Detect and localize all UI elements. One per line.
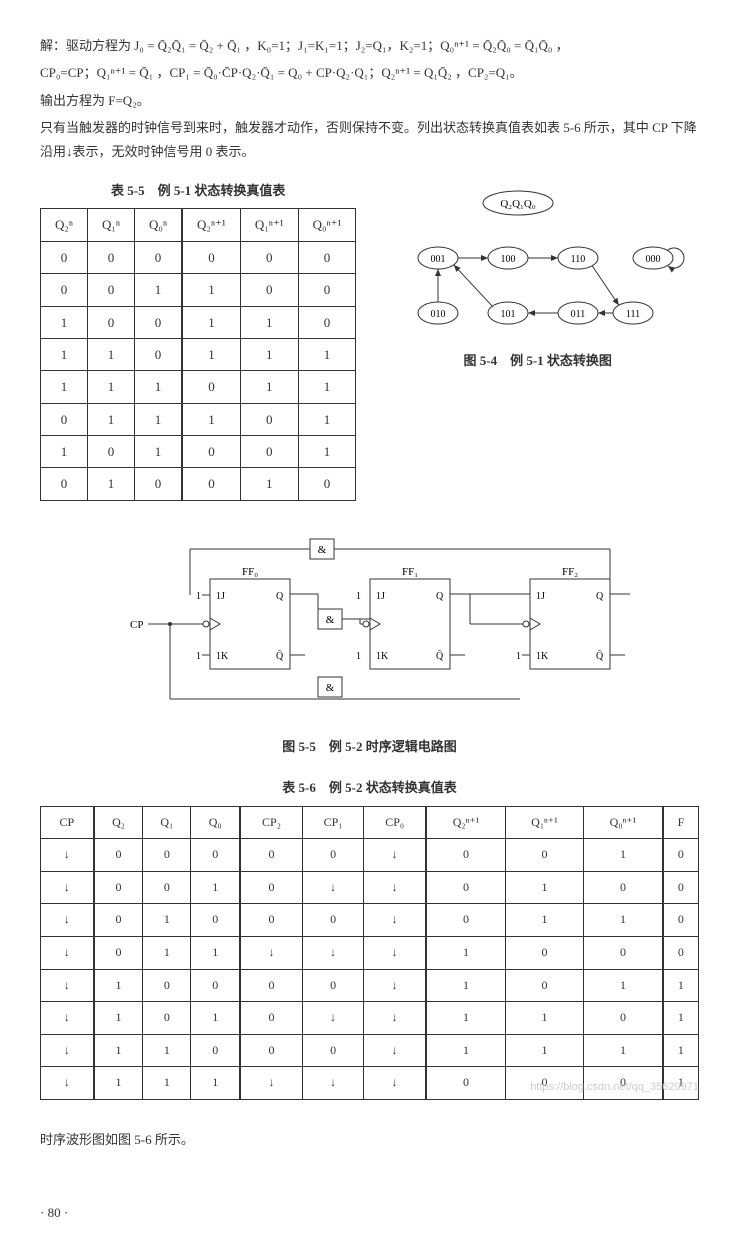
svg-text:010: 010 bbox=[430, 309, 445, 320]
table-row: 011101 bbox=[41, 403, 356, 435]
svg-text:100: 100 bbox=[500, 254, 515, 265]
table-header: Q₀ bbox=[191, 806, 240, 839]
table-row: 111011 bbox=[41, 371, 356, 403]
table-header: Q₁ⁿ bbox=[88, 209, 135, 241]
svg-text:1J: 1J bbox=[376, 591, 385, 602]
figure-5-4-caption: 图 5-4 例 5-1 状态转换图 bbox=[376, 349, 699, 372]
svg-text:FF₀: FF₀ bbox=[241, 566, 257, 578]
table-row: ↓011↓↓↓1000 bbox=[41, 937, 699, 970]
svg-text:Q̄: Q̄ bbox=[436, 650, 444, 662]
table-row: ↓01000↓0110 bbox=[41, 904, 699, 937]
svg-text:CP: CP bbox=[130, 619, 143, 631]
page-number: · 80 · bbox=[40, 1201, 699, 1224]
figure-5-4-block: Q₂Q₁Q₀ 001 100 110 010 101 011 111 000 图 5-4 例 5… bbox=[376, 173, 699, 378]
table-5-5-caption: 表 5-5 例 5-1 状态转换真值表 bbox=[40, 179, 356, 202]
svg-text:FF₂: FF₂ bbox=[561, 566, 577, 578]
svg-text:1K: 1K bbox=[216, 651, 229, 662]
table-header: Q₁ bbox=[143, 806, 191, 839]
footer-text: 时序波形图如图 5-6 所示。 bbox=[40, 1128, 699, 1151]
table-header: CP₂ bbox=[240, 806, 302, 839]
svg-text:1: 1 bbox=[356, 651, 361, 662]
table-row: 100110 bbox=[41, 306, 356, 338]
table-5-6-caption: 表 5-6 例 5-2 状态转换真值表 bbox=[40, 776, 699, 799]
figure-5-5-caption: 图 5-5 例 5-2 时序逻辑电路图 bbox=[40, 735, 699, 758]
table-row: ↓0010↓↓0100 bbox=[41, 871, 699, 904]
svg-text:Q₂Q₁Q₀: Q₂Q₁Q₀ bbox=[500, 198, 536, 210]
table-header: Q₁ⁿ⁺¹ bbox=[240, 209, 298, 241]
svg-text:1: 1 bbox=[516, 651, 521, 662]
svg-text:1: 1 bbox=[196, 591, 201, 602]
table-row: 001100 bbox=[41, 274, 356, 306]
svg-text:Q: Q bbox=[436, 591, 444, 602]
table-row: ↓1010↓↓1101 bbox=[41, 1002, 699, 1035]
table-header: CP₀ bbox=[364, 806, 426, 839]
svg-text:101: 101 bbox=[500, 309, 515, 320]
table-row: 110111 bbox=[41, 338, 356, 370]
svg-text:1: 1 bbox=[356, 591, 361, 602]
table-header: CP₁ bbox=[302, 806, 363, 839]
table-row: 000000 bbox=[41, 241, 356, 273]
table-header: Q₂ bbox=[94, 806, 143, 839]
watermark-text: https://blog.csdn.net/qq_35629971 bbox=[530, 1078, 699, 1098]
svg-text:1J: 1J bbox=[536, 591, 545, 602]
svg-text:1K: 1K bbox=[376, 651, 389, 662]
table-header: Q₂ⁿ bbox=[41, 209, 88, 241]
equation-line-2: CP₀=CP；Q₁ⁿ⁺¹ = Q̄₁ ，CP₁ = Q̄₀·C̄P·Q₂·Q̄₁… bbox=[40, 61, 699, 84]
table-row: ↓00000↓0010 bbox=[41, 839, 699, 872]
table-row: 010010 bbox=[41, 468, 356, 500]
svg-text:&: & bbox=[325, 682, 334, 694]
circuit-diagram: FF₀1J1KQQ̄FF₁1J1KQQ̄FF₂1J1KQQ̄CPF11&&&11… bbox=[110, 519, 630, 729]
svg-text:Q: Q bbox=[276, 591, 284, 602]
svg-text:001: 001 bbox=[430, 254, 445, 265]
figure-5-5-block: FF₀1J1KQQ̄FF₁1J1KQQ̄FF₂1J1KQQ̄CPF11&&&11… bbox=[40, 519, 699, 758]
table-header: Q₀ⁿ bbox=[135, 209, 183, 241]
svg-text:1J: 1J bbox=[216, 591, 225, 602]
table-row: ↓10000↓1011 bbox=[41, 969, 699, 1002]
svg-text:Q̄: Q̄ bbox=[276, 650, 284, 662]
paragraph-explanation: 只有当触发器的时钟信号到来时，触发器才动作，否则保持不变。列出状态转换真值表如表… bbox=[40, 116, 699, 163]
table-header: CP bbox=[41, 806, 94, 839]
table-5-5-block: 表 5-5 例 5-1 状态转换真值表 Q₂ⁿQ₁ⁿQ₀ⁿQ₂ⁿ⁺¹Q₁ⁿ⁺¹Q… bbox=[40, 173, 356, 501]
svg-text:1: 1 bbox=[196, 651, 201, 662]
svg-text:111: 111 bbox=[626, 309, 640, 320]
table-header: Q₂ⁿ⁺¹ bbox=[426, 806, 505, 839]
equation-line-3: 输出方程为 F=Q₂。 bbox=[40, 89, 699, 112]
table-row: ↓11000↓1111 bbox=[41, 1034, 699, 1067]
table-row: 101001 bbox=[41, 436, 356, 468]
svg-text:110: 110 bbox=[570, 254, 585, 265]
table-5-6: CPQ₂Q₁Q₀CP₂CP₁CP₀Q₂ⁿ⁺¹Q₁ⁿ⁺¹Q₀ⁿ⁺¹F ↓00000… bbox=[40, 806, 699, 1100]
svg-text:FF₁: FF₁ bbox=[401, 566, 417, 578]
table-header: Q₁ⁿ⁺¹ bbox=[505, 806, 583, 839]
svg-text:000: 000 bbox=[645, 254, 660, 265]
state-diagram: Q₂Q₁Q₀ 001 100 110 010 101 011 111 000 bbox=[388, 173, 688, 343]
svg-text:&: & bbox=[317, 544, 326, 556]
table-header: Q₀ⁿ⁺¹ bbox=[298, 209, 356, 241]
svg-text:1K: 1K bbox=[536, 651, 549, 662]
table-header: Q₀ⁿ⁺¹ bbox=[584, 806, 663, 839]
table-header: F bbox=[663, 806, 699, 839]
svg-text:011: 011 bbox=[570, 309, 585, 320]
svg-text:Q: Q bbox=[596, 591, 604, 602]
equation-line-1: 解：驱动方程为 J₀ = Q̄₂Q̄₁ = Q̄₂ + Q̄₁ ，K₀=1；J₁… bbox=[40, 34, 699, 57]
table-header: Q₂ⁿ⁺¹ bbox=[182, 209, 240, 241]
svg-text:Q̄: Q̄ bbox=[596, 650, 604, 662]
table-5-5: Q₂ⁿQ₁ⁿQ₀ⁿQ₂ⁿ⁺¹Q₁ⁿ⁺¹Q₀ⁿ⁺¹ 000000001100100… bbox=[40, 208, 356, 501]
svg-text:&: & bbox=[325, 614, 334, 626]
